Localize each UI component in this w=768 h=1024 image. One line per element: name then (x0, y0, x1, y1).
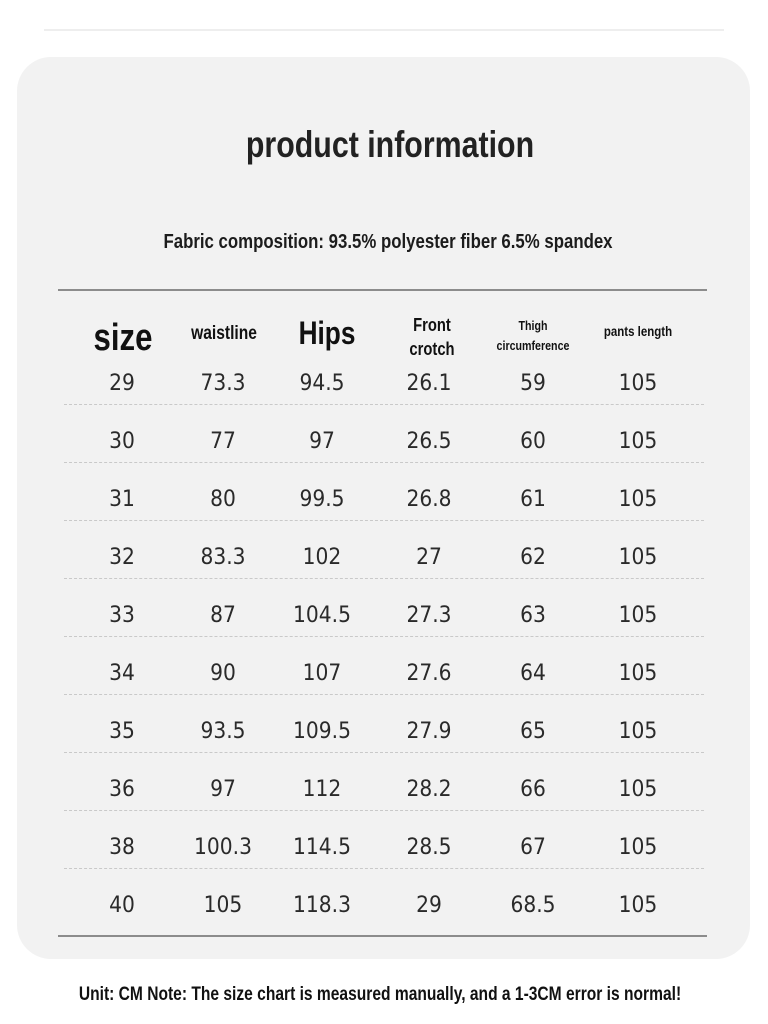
cell-waistline: 97 (210, 777, 236, 802)
cell-waistline: 83.3 (200, 545, 246, 570)
cell-hips: 102 (302, 545, 342, 570)
cell-size: 34 (109, 661, 135, 686)
header-thigh-circumference: Thigh circumference (481, 316, 586, 356)
header-front-crotch-line1: Front (413, 315, 451, 335)
table-row: 33 87 104.5 27.3 63 105 (0, 603, 768, 661)
cell-hips: 104.5 (293, 603, 351, 628)
table-row: 40 105 118.3 29 68.5 105 (0, 893, 768, 951)
cell-thigh: 66 (520, 777, 546, 802)
cell-size: 38 (109, 835, 135, 860)
size-chart-card (17, 57, 750, 959)
row-divider (64, 868, 704, 869)
cell-waistline: 90 (210, 661, 236, 686)
cell-hips: 118.3 (293, 893, 351, 918)
cell-waistline: 80 (210, 487, 236, 512)
cell-pants-length: 105 (618, 835, 658, 860)
row-divider (64, 810, 704, 811)
cell-hips: 114.5 (293, 835, 351, 860)
cell-front-crotch: 26.1 (406, 371, 452, 396)
row-divider (64, 578, 704, 579)
table-row: 29 73.3 94.5 26.1 59 105 (0, 371, 768, 429)
cell-size: 31 (109, 487, 135, 512)
cell-size: 35 (109, 719, 135, 744)
cell-thigh: 61 (520, 487, 546, 512)
table-row: 38 100.3 114.5 28.5 67 105 (0, 835, 768, 893)
table-top-rule (58, 289, 707, 291)
cell-waistline: 105 (203, 893, 243, 918)
cell-front-crotch: 27.6 (406, 661, 452, 686)
cell-size: 36 (109, 777, 135, 802)
cell-hips: 99.5 (299, 487, 345, 512)
table-row: 31 80 99.5 26.8 61 105 (0, 487, 768, 545)
cell-hips: 97 (309, 429, 335, 454)
cell-waistline: 100.3 (194, 835, 252, 860)
row-divider (64, 462, 704, 463)
cell-size: 30 (109, 429, 135, 454)
table-row: 34 90 107 27.6 64 105 (0, 661, 768, 719)
cell-thigh: 65 (520, 719, 546, 744)
top-divider (44, 29, 724, 31)
cell-thigh: 59 (520, 371, 546, 396)
cell-front-crotch: 28.2 (406, 777, 452, 802)
cell-size: 32 (109, 545, 135, 570)
cell-thigh: 68.5 (510, 893, 556, 918)
cell-thigh: 62 (520, 545, 546, 570)
cell-front-crotch: 27.9 (406, 719, 452, 744)
header-hips: Hips (298, 315, 356, 351)
cell-pants-length: 105 (618, 429, 658, 454)
row-divider (64, 694, 704, 695)
row-divider (64, 752, 704, 753)
cell-front-crotch: 29 (416, 893, 442, 918)
cell-pants-length: 105 (618, 893, 658, 918)
header-thigh-line2: circumference (496, 338, 570, 353)
cell-front-crotch: 27 (416, 545, 442, 570)
table-row: 35 93.5 109.5 27.9 65 105 (0, 719, 768, 777)
cell-front-crotch: 28.5 (406, 835, 452, 860)
table-bottom-rule (58, 935, 707, 937)
cell-size: 29 (109, 371, 135, 396)
header-pants-length: pants length (603, 323, 673, 339)
cell-thigh: 64 (520, 661, 546, 686)
cell-thigh: 63 (520, 603, 546, 628)
cell-pants-length: 105 (618, 719, 658, 744)
header-front-crotch: Front crotch (389, 313, 474, 361)
page-title: product information (245, 124, 535, 165)
header-waistline: waistline (191, 323, 257, 344)
cell-front-crotch: 27.3 (406, 603, 452, 628)
cell-pants-length: 105 (618, 661, 658, 686)
cell-size: 33 (109, 603, 135, 628)
cell-hips: 109.5 (293, 719, 351, 744)
row-divider (64, 520, 704, 521)
header-front-crotch-line2: crotch (409, 339, 455, 359)
row-divider (64, 404, 704, 405)
cell-front-crotch: 26.8 (406, 487, 452, 512)
measurement-note: Unit: CM Note: The size chart is measure… (78, 984, 682, 1005)
cell-hips: 94.5 (299, 371, 345, 396)
cell-size: 40 (109, 893, 135, 918)
cell-thigh: 67 (520, 835, 546, 860)
cell-waistline: 87 (210, 603, 236, 628)
cell-thigh: 60 (520, 429, 546, 454)
header-thigh-line1: Thigh (518, 318, 548, 333)
cell-front-crotch: 26.5 (406, 429, 452, 454)
cell-waistline: 73.3 (200, 371, 246, 396)
table-row: 36 97 112 28.2 66 105 (0, 777, 768, 835)
cell-waistline: 77 (210, 429, 236, 454)
cell-pants-length: 105 (618, 777, 658, 802)
cell-pants-length: 105 (618, 545, 658, 570)
cell-pants-length: 105 (618, 371, 658, 396)
row-divider (64, 636, 704, 637)
cell-hips: 112 (302, 777, 342, 802)
cell-pants-length: 105 (618, 487, 658, 512)
table-row: 30 77 97 26.5 60 105 (0, 429, 768, 487)
table-row: 32 83.3 102 27 62 105 (0, 545, 768, 603)
cell-waistline: 93.5 (200, 719, 246, 744)
header-size: size (93, 317, 153, 359)
cell-pants-length: 105 (618, 603, 658, 628)
cell-hips: 107 (302, 661, 342, 686)
fabric-composition: Fabric composition: 93.5% polyester fibe… (163, 231, 613, 253)
